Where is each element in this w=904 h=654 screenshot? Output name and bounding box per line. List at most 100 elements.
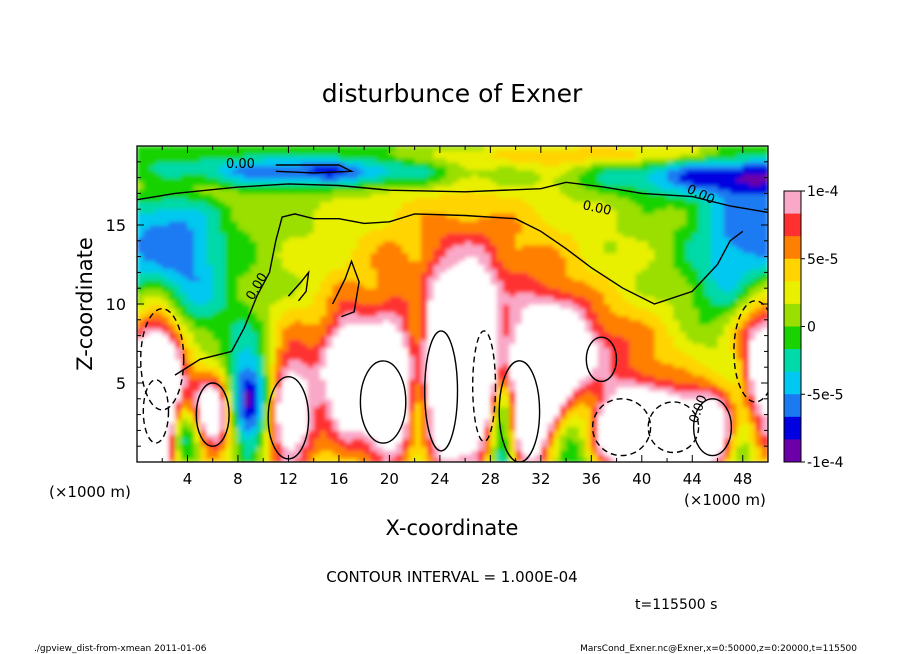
- heatmap-cell: [521, 288, 529, 293]
- heatmap-cell: [446, 434, 454, 439]
- heatmap-cell: [452, 339, 460, 345]
- heatmap-cell: [288, 193, 296, 198]
- heatmap-cell: [149, 351, 157, 356]
- heatmap-cell: [364, 268, 372, 273]
- heatmap-cell: [288, 213, 296, 218]
- heatmap-cell: [458, 371, 466, 376]
- heatmap-cell: [301, 458, 308, 462]
- heatmap-cell: [219, 367, 226, 372]
- heatmap-cell: [282, 454, 290, 459]
- heatmap-cell: [427, 355, 435, 360]
- heatmap-cell: [521, 252, 529, 258]
- heatmap-cell: [187, 383, 195, 388]
- heatmap-cell: [477, 173, 485, 179]
- heatmap-cell: [433, 426, 441, 431]
- heatmap-cell: [149, 386, 157, 392]
- heatmap-cell: [307, 339, 315, 345]
- heatmap-cell: [351, 367, 359, 372]
- heatmap-cell: [465, 173, 473, 179]
- heatmap-cell: [149, 185, 157, 191]
- heatmap-cell: [471, 228, 479, 234]
- heatmap-cell: [237, 213, 245, 218]
- heatmap-cell: [402, 268, 409, 273]
- heatmap-cell: [193, 256, 201, 262]
- heatmap-cell: [414, 335, 422, 341]
- heatmap-cell: [389, 347, 397, 352]
- heatmap-cell: [143, 153, 151, 159]
- heatmap-cell: [193, 426, 201, 431]
- heatmap-cell: [269, 173, 277, 179]
- heatmap-cell: [502, 292, 510, 297]
- heatmap-cell: [376, 157, 384, 163]
- heatmap-cell: [313, 339, 321, 345]
- heatmap-cell: [383, 225, 390, 230]
- heatmap-cell: [275, 386, 283, 392]
- heatmap-cell: [219, 323, 226, 329]
- heatmap-cell: [256, 284, 264, 289]
- heatmap-cell: [162, 426, 170, 431]
- heatmap-cell: [345, 157, 353, 163]
- heatmap-cell: [307, 153, 315, 159]
- heatmap-cell: [181, 240, 189, 246]
- heatmap-cell: [219, 268, 226, 273]
- heatmap-cell: [288, 315, 296, 321]
- heatmap-cell: [395, 375, 403, 380]
- heatmap-cell: [193, 442, 201, 447]
- heatmap-cell: [162, 434, 170, 439]
- heatmap-cell: [263, 434, 271, 439]
- heatmap-cell: [237, 359, 245, 364]
- heatmap-cell: [301, 307, 308, 313]
- heatmap-cell: [345, 458, 353, 462]
- heatmap-cell: [250, 232, 258, 238]
- heatmap-cell: [288, 205, 296, 210]
- heatmap-cell: [269, 402, 277, 408]
- heatmap-cell: [174, 442, 182, 447]
- heatmap-cell: [313, 430, 321, 435]
- heatmap-cell: [288, 406, 296, 412]
- heatmap-cell: [502, 193, 510, 198]
- heatmap-cell: [420, 418, 428, 424]
- heatmap-cell: [206, 157, 214, 163]
- heatmap-cell: [244, 307, 252, 313]
- heatmap-cell: [269, 304, 277, 309]
- heatmap-cell: [458, 228, 466, 234]
- heatmap-cell: [263, 390, 271, 396]
- heatmap-cell: [313, 454, 321, 459]
- heatmap-cell: [212, 177, 220, 183]
- heatmap-cell: [439, 292, 447, 297]
- heatmap-cell: [143, 252, 151, 258]
- heatmap-cell: [502, 454, 510, 459]
- heatmap-cell: [402, 185, 409, 191]
- heatmap-cell: [174, 244, 182, 250]
- heatmap-cell: [477, 296, 485, 301]
- heatmap-cell: [288, 252, 296, 258]
- heatmap-cell: [389, 307, 397, 313]
- heatmap-cell: [414, 284, 422, 289]
- heatmap-cell: [490, 161, 498, 167]
- heatmap-cell: [465, 288, 473, 293]
- heatmap-cell: [269, 359, 277, 364]
- heatmap-cell: [181, 327, 189, 333]
- heatmap-cell: [496, 244, 504, 250]
- heatmap-cell: [275, 189, 283, 194]
- heatmap-cell: [345, 315, 353, 321]
- heatmap-cell: [383, 276, 390, 281]
- heatmap-cell: [212, 149, 220, 155]
- heatmap-cell: [471, 390, 479, 396]
- heatmap-cell: [206, 256, 214, 262]
- heatmap-cell: [200, 225, 208, 230]
- heatmap-cell: [465, 240, 473, 246]
- heatmap-cell: [439, 296, 447, 301]
- heatmap-cell: [256, 363, 264, 368]
- heatmap-cell: [174, 217, 182, 222]
- heatmap-cell: [414, 327, 422, 333]
- heatmap-cell: [509, 236, 517, 242]
- heatmap-cell: [414, 319, 422, 325]
- heatmap-cell: [162, 390, 170, 396]
- heatmap-cell: [414, 434, 422, 439]
- heatmap-cell: [319, 244, 327, 250]
- heatmap-cell: [490, 244, 498, 250]
- heatmap-cell: [408, 450, 416, 455]
- heatmap-cell: [484, 181, 491, 187]
- heatmap-cell: [471, 406, 479, 412]
